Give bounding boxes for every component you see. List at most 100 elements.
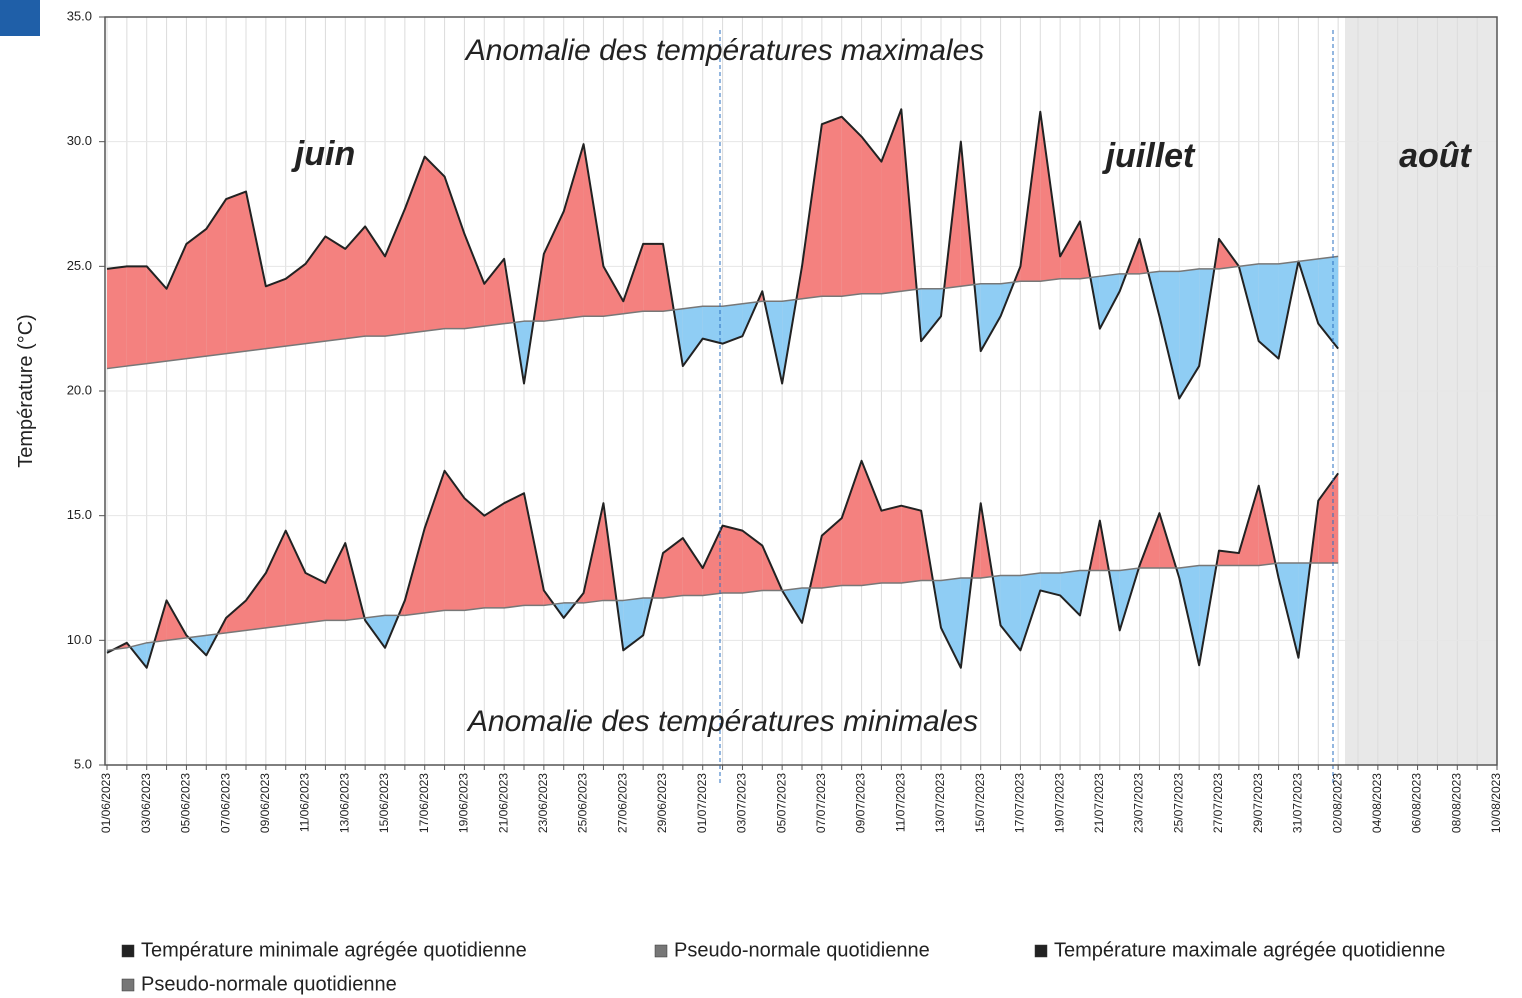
anomaly-area	[385, 208, 405, 337]
anomaly-area	[166, 243, 187, 362]
anomaly-area	[206, 199, 227, 357]
lines	[106, 108, 1339, 669]
month-label: août	[1399, 137, 1472, 175]
anomaly-area	[941, 578, 961, 668]
legend-label: Température minimale agrégée quotidienne	[141, 939, 527, 961]
anomaly-area	[365, 226, 385, 337]
anomaly-area	[186, 228, 207, 359]
anomaly-area	[663, 538, 683, 598]
anomaly-area	[881, 109, 902, 294]
anomaly-area	[1099, 273, 1120, 329]
anomaly-area	[1060, 221, 1080, 279]
anomaly-area	[1159, 271, 1180, 399]
x-tick-label: 13/06/2023	[337, 773, 351, 833]
anomaly-area	[921, 288, 941, 342]
anomaly-area	[226, 600, 246, 633]
x-tick-label: 11/07/2023	[893, 773, 907, 832]
anomaly-area	[841, 116, 862, 297]
anomaly-area	[424, 156, 445, 332]
annotation: Anomalie des températures minimales	[466, 705, 978, 738]
anomaly-area	[146, 266, 167, 364]
logo	[0, 0, 40, 36]
anomaly-area	[504, 493, 524, 608]
grid	[99, 16, 1498, 770]
y-tick-label: 30.0	[67, 133, 92, 148]
x-tick-label: 27/06/2023	[615, 773, 629, 833]
x-tick-label: 02/08/2023	[1330, 773, 1344, 833]
anomaly-area	[1020, 573, 1041, 651]
month-label: juin	[291, 135, 355, 173]
series-line	[106, 459, 1339, 669]
anomaly-area	[603, 266, 624, 317]
anomaly-area	[424, 470, 445, 613]
anomaly-area	[623, 243, 644, 314]
anomaly-area	[881, 505, 902, 583]
x-tick-label: 11/06/2023	[298, 773, 312, 832]
series-line	[106, 255, 1339, 370]
x-tick-label: 19/07/2023	[1052, 773, 1066, 833]
anomaly-area	[484, 503, 505, 608]
anomaly-area	[643, 243, 663, 312]
anomaly-area	[325, 236, 346, 342]
anomaly-area	[821, 116, 842, 297]
x-tick-label: 01/06/2023	[99, 773, 113, 833]
anomaly-area	[345, 226, 366, 339]
x-tick-label: 05/06/2023	[179, 773, 193, 833]
anomaly-area	[1040, 573, 1061, 596]
legend-label: Pseudo-normale quotidienne	[141, 973, 397, 995]
plot-frame	[104, 16, 1498, 766]
x-tick-label: 31/07/2023	[1291, 773, 1305, 833]
month-label: juillet	[1102, 137, 1196, 175]
y-tick-label: 15.0	[67, 507, 92, 522]
x-tick-label: 17/06/2023	[417, 773, 431, 833]
anomaly-area	[980, 283, 1001, 352]
x-tick-label: 21/07/2023	[1092, 773, 1106, 833]
anomaly-area	[107, 266, 127, 369]
anomaly-area	[821, 518, 842, 588]
x-tick-label: 13/07/2023	[933, 773, 947, 833]
anomaly-area	[623, 597, 644, 651]
legend-label: Température maximale agrégée quotidienne	[1054, 939, 1445, 961]
x-tick-label: 06/08/2023	[1410, 773, 1424, 833]
x-tick-label: 27/07/2023	[1211, 773, 1225, 833]
anomaly-area	[682, 538, 703, 596]
legend-swatch	[654, 944, 668, 958]
anomaly-area	[1258, 263, 1279, 359]
anomaly-area	[1219, 550, 1239, 566]
x-tick-label: 19/06/2023	[457, 773, 471, 833]
legend: Température minimale agrégée quotidienne…	[121, 939, 1445, 995]
anomaly-area	[682, 306, 703, 367]
y-tick-label: 10.0	[67, 632, 92, 647]
x-tick-label: 07/06/2023	[218, 773, 232, 833]
annotation: Anomalie des températures maximales	[464, 34, 985, 67]
legend-label: Pseudo-normale quotidienne	[674, 939, 930, 961]
anomaly-area	[404, 156, 425, 334]
anomaly-area	[325, 543, 346, 621]
x-tick-label: 10/08/2023	[1489, 773, 1503, 833]
x-tick-label: 01/07/2023	[695, 773, 709, 833]
legend-swatch	[121, 944, 135, 958]
anomaly-area	[583, 144, 604, 317]
anomaly-area	[722, 303, 743, 344]
x-tick-label: 04/08/2023	[1370, 773, 1384, 833]
anomaly-area	[543, 211, 564, 322]
y-tick-label: 20.0	[67, 382, 92, 397]
anomaly-area	[802, 124, 822, 299]
x-tick-label: 08/08/2023	[1449, 773, 1463, 833]
anomaly-area	[246, 191, 266, 352]
anomaly-area	[285, 263, 306, 347]
anomaly-area	[464, 233, 485, 329]
x-tick-label: 05/07/2023	[774, 773, 788, 833]
anomaly-area	[1060, 570, 1080, 616]
legend-swatch	[121, 978, 135, 992]
anomaly-area	[285, 530, 306, 626]
x-tick-label: 23/06/2023	[536, 773, 550, 833]
x-tick-label: 15/06/2023	[377, 773, 391, 833]
anomaly-area	[226, 191, 246, 354]
anomaly-area	[861, 460, 882, 586]
series-line	[106, 562, 1339, 652]
anomaly-area	[464, 498, 485, 611]
legend-swatch	[1034, 944, 1048, 958]
anomaly-area	[722, 525, 743, 593]
x-tick-label: 23/07/2023	[1132, 773, 1146, 833]
